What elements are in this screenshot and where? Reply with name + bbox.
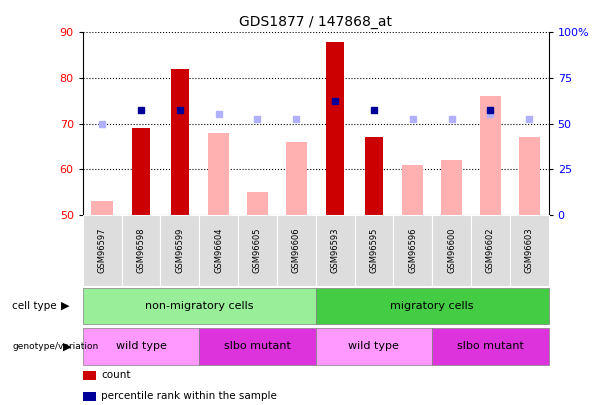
Text: cell type: cell type [12, 301, 57, 311]
Text: GSM96606: GSM96606 [292, 227, 301, 273]
Text: wild type: wild type [116, 341, 166, 351]
Bar [286, 142, 307, 215]
Bar [326, 41, 344, 215]
Text: migratory cells: migratory cells [390, 301, 474, 311]
Text: GSM96598: GSM96598 [137, 227, 145, 273]
Text: GSM96605: GSM96605 [253, 227, 262, 273]
Text: wild type: wild type [349, 341, 399, 351]
Text: GSM96599: GSM96599 [175, 227, 185, 273]
Text: GSM96595: GSM96595 [370, 227, 378, 273]
Bar [365, 137, 383, 215]
Text: GSM96602: GSM96602 [486, 227, 495, 273]
Text: percentile rank within the sample: percentile rank within the sample [101, 391, 277, 401]
Text: GSM96597: GSM96597 [97, 227, 107, 273]
Bar [132, 128, 150, 215]
Text: GSM96596: GSM96596 [408, 227, 417, 273]
Text: non-migratory cells: non-migratory cells [145, 301, 253, 311]
Bar [247, 192, 268, 215]
Bar [208, 132, 229, 215]
Text: GSM96600: GSM96600 [447, 227, 456, 273]
Text: genotype/variation: genotype/variation [12, 342, 99, 351]
Title: GDS1877 / 147868_at: GDS1877 / 147868_at [239, 15, 392, 29]
Bar [441, 160, 462, 215]
Text: ▶: ▶ [63, 341, 72, 351]
Bar [519, 137, 540, 215]
Bar [171, 69, 189, 215]
Text: ▶: ▶ [61, 301, 70, 311]
Text: count: count [101, 370, 131, 379]
Text: GSM96593: GSM96593 [330, 227, 340, 273]
Bar [480, 96, 501, 215]
Bar [402, 164, 424, 215]
Bar [91, 201, 113, 215]
Text: GSM96604: GSM96604 [214, 227, 223, 273]
Text: slbo mutant: slbo mutant [457, 341, 524, 351]
Text: slbo mutant: slbo mutant [224, 341, 291, 351]
Text: GSM96603: GSM96603 [525, 227, 534, 273]
